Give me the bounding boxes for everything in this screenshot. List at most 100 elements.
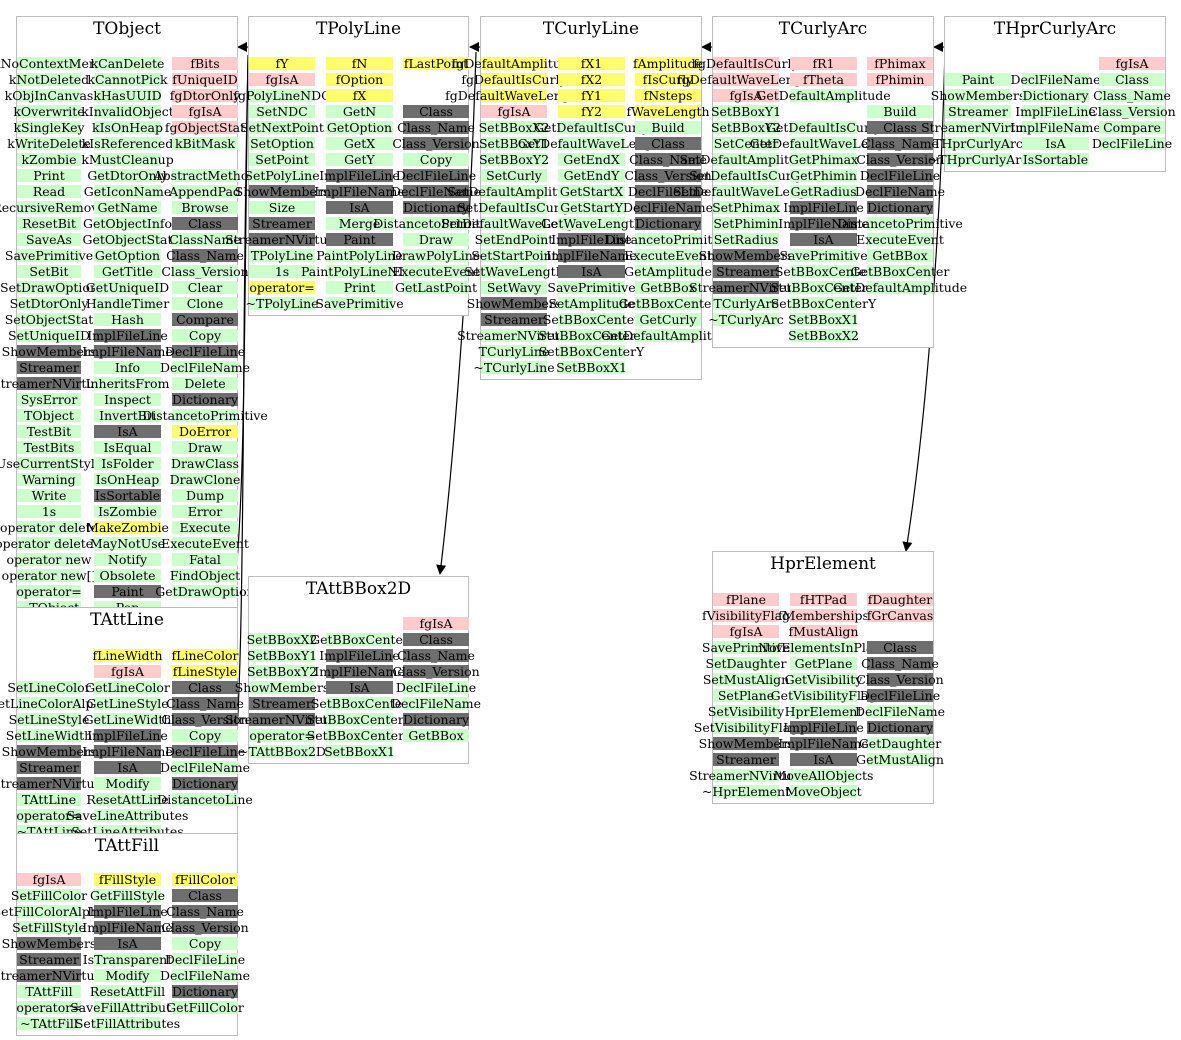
member-entry: operator= <box>16 809 82 822</box>
member-label: SetDefaultAmplitude <box>447 184 581 199</box>
member-entry: fgDtorOnly <box>170 89 240 102</box>
member-label: ~TPolyLine <box>245 296 319 311</box>
member-label: IsEqual <box>103 440 152 455</box>
member-label: 1s <box>41 504 57 519</box>
member-label: SetEndPoint <box>474 232 554 247</box>
member-label: fNsteps <box>643 88 693 103</box>
member-entry: Copy <box>172 937 238 950</box>
member-entry: IsA <box>790 233 857 246</box>
member-label: GetDtorOnly <box>87 168 168 183</box>
member-entry: GetWaveLength <box>541 217 642 230</box>
member-label: DistancetoPrimitive <box>373 216 499 231</box>
member-label: Class_Version <box>392 664 480 679</box>
member-label: fFillColor <box>175 872 235 887</box>
member-entry: StreamerNVirtual <box>0 377 106 390</box>
member-entry: StreamerNVirtual <box>689 769 803 782</box>
member-entry: ~TPolyLine <box>245 297 319 310</box>
member-entry: kObjInCanvas <box>5 89 93 102</box>
member-entry: kMustCleanup <box>81 153 174 166</box>
member-entry: GetTitle <box>94 265 161 278</box>
member-entry: kNotDeleted <box>9 73 89 86</box>
member-label: DeclFileLine <box>164 344 246 359</box>
member-label: SetPhimin <box>713 216 779 231</box>
member-entry: SetBBoxCenter <box>775 265 872 278</box>
member-entry: DeclFileLine <box>860 169 940 182</box>
member-entry: Browse <box>172 201 238 214</box>
member-entry: DeclFileLine <box>165 953 245 966</box>
member-label: IsA <box>813 752 834 767</box>
member-label: StreamerNVirtual <box>921 120 1035 135</box>
member-entry: GetBBoxCenter <box>851 265 949 278</box>
member-label: fHTPad <box>799 592 848 607</box>
member-entry: Class_Version <box>624 169 712 182</box>
member-entry: fY1 <box>558 89 625 102</box>
member-label: fgIsA <box>265 72 299 87</box>
member-label: Class <box>419 104 453 119</box>
member-entry: SetBBoxY2 <box>478 152 550 167</box>
member-entry: SetVisibility <box>708 705 784 718</box>
member-entry: ShowMembers <box>2 937 96 950</box>
member-label: SetDefaultWaveLength <box>440 216 588 231</box>
member-entry: PaintPolyLine <box>316 249 403 262</box>
member-entry: DeclFileName <box>855 705 945 718</box>
member-entry: SetWaveLength <box>464 265 564 278</box>
member-label: ShowMembers <box>1 344 97 359</box>
member-label: Class_Version <box>624 168 712 183</box>
member-label: Merge <box>338 216 381 231</box>
member-entry: ImplFileName <box>546 249 637 262</box>
member-entry: GetDefaultWaveLength <box>750 137 897 150</box>
member-label: Print <box>343 280 376 295</box>
member-label: NofElementsInPlane <box>758 640 889 655</box>
member-label: Class_Name <box>1093 88 1171 103</box>
member-entry: SavePrimitive <box>315 297 404 310</box>
member-entry: TAttFill <box>17 985 81 998</box>
member-label: ImplFileName <box>546 248 637 263</box>
member-label: kBitMask <box>174 136 236 151</box>
member-entry: Class <box>635 137 701 150</box>
member-label: Class_Version <box>161 712 249 727</box>
member-label: Hash <box>111 312 144 327</box>
member-label: SysError <box>20 392 78 407</box>
member-entry: ImplFileLine <box>783 721 864 734</box>
member-label: Dictionary <box>866 720 934 735</box>
member-entry: fgIsA <box>403 617 469 630</box>
member-label: fgIsA <box>32 872 66 887</box>
member-entry: Class <box>172 889 238 902</box>
member-label: SetRadius <box>713 232 779 247</box>
member-label: SetBBoxCenter <box>310 696 409 711</box>
member-label: ShowMembers <box>698 248 794 263</box>
member-entry: GetDaughter <box>859 737 941 750</box>
member-label: Modify <box>105 776 150 791</box>
member-label: SetFillColorAlpha <box>0 904 106 919</box>
member-label: GetDefaultIsCurly <box>766 120 881 135</box>
member-entry: fgDefaultAmplitude <box>452 57 576 70</box>
member-entry: ClassName <box>169 233 241 246</box>
member-entry: GetDefaultAmplitude <box>833 281 967 294</box>
member-entry: ExecuteEvent <box>624 249 712 262</box>
member-label: Class <box>883 640 917 655</box>
member-entry: Dictionary <box>403 713 469 726</box>
member-label: Streamer <box>252 216 312 231</box>
member-label: fgIsA <box>110 664 144 679</box>
member-label: GetCurly <box>639 312 697 327</box>
member-label: TCurlyArc <box>713 296 779 311</box>
member-entry: IsA <box>94 425 161 438</box>
member-entry: fAmplitude <box>633 57 703 70</box>
member-label: DeclFileName <box>390 184 482 199</box>
class-box-hprelement: HprElement fPlane fVisibilityFlag fgIsA Save… <box>689 551 945 804</box>
member-label: Execute <box>179 520 231 535</box>
member-label: IsA <box>349 680 370 695</box>
member-entry: GetDefaultIsCurly <box>534 121 649 134</box>
member-entry: ResetAttFill <box>90 985 165 998</box>
member-label: SetBBoxY1 <box>246 648 318 663</box>
member-entry: GetEndY <box>558 169 625 182</box>
member-label: operator new[] <box>1 568 97 583</box>
member-entry: Dictionary <box>172 393 238 406</box>
member-entry: ShowMembers <box>235 185 329 198</box>
member-label: Dump <box>186 488 224 503</box>
member-label: ~HprElement <box>701 784 791 799</box>
member-label: SetBBoxY2 <box>478 152 550 167</box>
member-entry: fgIsA <box>1099 57 1165 70</box>
member-label: kWriteDelete <box>7 136 91 151</box>
member-label: GetAmplitude <box>624 264 712 279</box>
